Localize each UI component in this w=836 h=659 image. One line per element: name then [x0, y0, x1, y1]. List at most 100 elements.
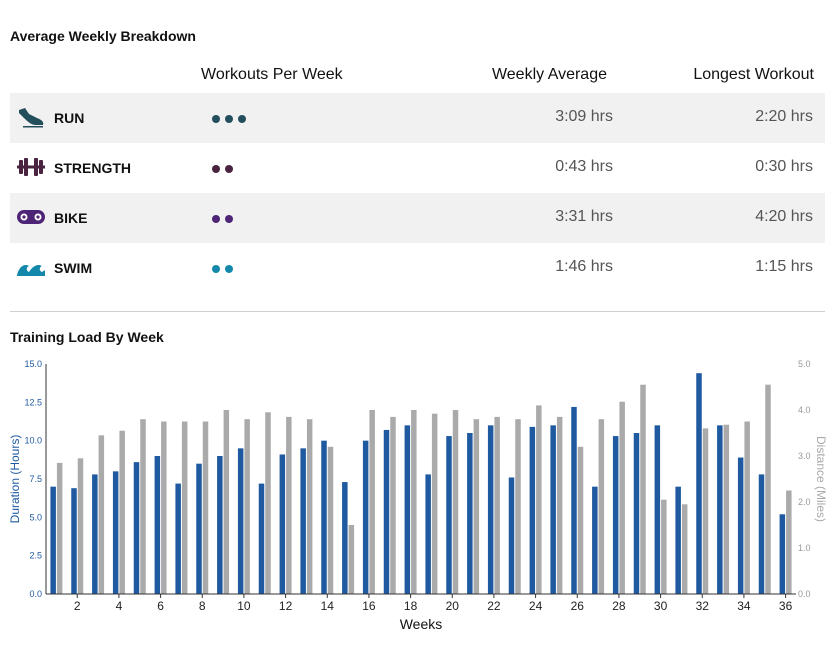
- activity-label: SWIM: [54, 260, 93, 276]
- distance-bar: [265, 412, 271, 594]
- bike-chain-icon: [17, 210, 45, 224]
- distance-bar: [244, 419, 250, 594]
- duration-bar: [446, 436, 452, 594]
- duration-bar: [321, 440, 327, 594]
- workout-dot: [238, 115, 246, 123]
- x-tick-label: 2: [74, 599, 81, 613]
- x-tick-label: 26: [571, 599, 585, 613]
- distance-bar: [640, 384, 646, 594]
- duration-bar: [758, 474, 765, 594]
- duration-bar: [237, 448, 244, 594]
- distance-bar: [452, 410, 459, 594]
- distance-bar: [786, 490, 792, 594]
- duration-bar: [675, 486, 681, 594]
- distance-bar: [598, 419, 605, 594]
- dumbbell-icon: [17, 158, 45, 176]
- y-left-tick-label: 15.0: [24, 359, 42, 369]
- workout-dots: [212, 115, 251, 125]
- distance-bar: [765, 384, 771, 594]
- x-axis-label: Weeks: [400, 616, 443, 632]
- distance-bar: [202, 421, 209, 594]
- duration-bar: [654, 425, 661, 594]
- duration-bar: [779, 514, 786, 594]
- duration-bar: [592, 486, 598, 594]
- duration-bar: [529, 426, 536, 594]
- longest-workout-value: 0:30 hrs: [755, 158, 813, 175]
- distance-bar: [56, 462, 63, 594]
- distance-bar: [494, 416, 500, 594]
- y-right-axis-label: Distance (Miles): [814, 436, 828, 522]
- x-tick-label: 34: [737, 599, 751, 613]
- x-tick-label: 28: [612, 599, 626, 613]
- distance-bar: [723, 424, 730, 594]
- x-tick-label: 20: [446, 599, 460, 613]
- distance-bar: [327, 446, 334, 594]
- breakdown-row-bike: BIKE 3:31 hrs 4:20 hrs: [10, 193, 825, 243]
- workout-dot: [212, 165, 220, 173]
- duration-bar: [133, 462, 140, 594]
- breakdown-title: Average Weekly Breakdown: [10, 28, 196, 44]
- distance-bar: [681, 504, 688, 594]
- duration-bar: [550, 425, 556, 594]
- x-tick-label: 14: [321, 599, 335, 613]
- header-weekly-average: Weekly Average: [491, 66, 607, 83]
- distance-bar: [98, 435, 105, 594]
- distance-bar: [702, 428, 709, 594]
- distance-bar: [286, 416, 292, 594]
- distance-bar: [390, 416, 396, 594]
- workout-dot: [225, 215, 233, 223]
- duration-bar: [404, 425, 411, 594]
- duration-bar: [487, 425, 494, 594]
- x-tick-label: 36: [779, 599, 793, 613]
- distance-bar: [161, 421, 167, 594]
- wave-icon: [17, 264, 45, 276]
- x-tick-label: 8: [199, 599, 206, 613]
- x-tick-label: 4: [116, 599, 123, 613]
- duration-bar: [717, 425, 723, 594]
- longest-workout-value: 4:20 hrs: [755, 208, 813, 225]
- duration-bar: [362, 440, 369, 594]
- workout-dot: [212, 265, 220, 273]
- breakdown-row-run: RUN 3:09 hrs 2:20 hrs: [10, 93, 825, 143]
- distance-bar: [181, 421, 188, 594]
- workout-dots: [212, 165, 238, 175]
- activity-label: BIKE: [54, 210, 88, 226]
- y-left-tick-label: 0.0: [29, 589, 42, 599]
- distance-bar: [223, 410, 230, 594]
- duration-bar: [112, 471, 119, 594]
- distance-bar: [140, 419, 146, 594]
- distance-bar: [661, 499, 667, 594]
- duration-bar: [467, 433, 473, 594]
- distance-bar: [619, 401, 625, 594]
- longest-workout-value: 2:20 hrs: [755, 108, 813, 125]
- y-right-tick-label: 4.0: [798, 405, 811, 415]
- workout-dot: [225, 115, 233, 123]
- activity-label: STRENGTH: [54, 160, 131, 176]
- workout-dot: [225, 165, 233, 173]
- run-shoe-icon: [19, 108, 44, 128]
- y-right-tick-label: 3.0: [798, 451, 811, 461]
- distance-bar: [536, 405, 542, 594]
- distance-bar: [119, 430, 125, 594]
- x-tick-label: 12: [279, 599, 293, 613]
- duration-bar: [612, 436, 619, 594]
- y-right-tick-label: 0.0: [798, 589, 811, 599]
- distance-bar: [411, 410, 417, 594]
- duration-bar: [425, 474, 431, 594]
- workout-dot: [212, 215, 220, 223]
- distance-bar: [306, 419, 313, 594]
- distance-bar: [577, 446, 584, 594]
- x-tick-label: 16: [362, 599, 376, 613]
- header-workouts-per-week: Workouts Per Week: [201, 66, 343, 83]
- distance-bar: [515, 419, 521, 594]
- x-tick-label: 22: [487, 599, 501, 613]
- duration-bar: [92, 474, 98, 594]
- duration-bar: [50, 486, 56, 594]
- distance-bar: [369, 410, 375, 594]
- x-tick-label: 6: [157, 599, 164, 613]
- duration-bar: [71, 488, 77, 594]
- workout-dot: [225, 265, 233, 273]
- x-tick-label: 10: [237, 599, 251, 613]
- workout-dots: [212, 215, 238, 225]
- y-left-tick-label: 10.0: [24, 436, 42, 446]
